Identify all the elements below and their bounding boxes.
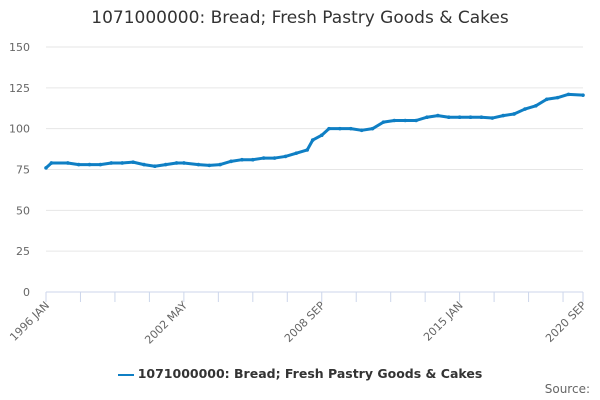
data-point [294,151,299,155]
data-point [131,160,135,164]
data-point [338,126,342,131]
x-tick-label: 2020 SEP [543,299,589,345]
source-label: Source: [544,382,590,396]
data-point [479,115,484,120]
data-point [566,92,571,97]
chart-title: 1071000000: Bread; Fresh Pastry Goods & … [91,8,509,28]
data-point [534,104,538,108]
data-point [403,118,408,123]
data-point [490,116,495,120]
data-point [49,161,54,165]
y-tick-label: 125 [9,82,30,95]
data-point [425,115,429,120]
data-point [251,157,255,162]
data-point [283,154,288,159]
y-tick-label: 50 [16,204,30,217]
y-tick-label: 100 [9,123,30,136]
data-point [501,113,505,118]
data-point [457,115,462,120]
data-point [381,120,386,124]
data-point [544,97,549,102]
data-point [163,162,168,167]
data-point [109,161,114,165]
data-point [207,163,212,168]
data-point [182,161,186,165]
legend-item[interactable]: 1071000000: Bread; Fresh Pastry Goods & … [0,366,600,381]
data-point [229,159,233,164]
legend-swatch [117,373,134,376]
x-tick-label: 1996 JAN [7,299,52,344]
y-tick-label: 25 [16,245,30,258]
data-point [319,133,324,137]
x-tick-label: 2008 SEP [282,299,328,345]
data-point [98,162,103,167]
y-tick-label: 0 [23,286,30,299]
y-tick-label: 75 [16,164,30,177]
data-point [153,164,157,169]
data-point [120,161,124,165]
data-point [555,95,560,100]
data-point [512,112,516,116]
data-point [446,115,451,120]
data-point [272,156,277,160]
legend-label: 1071000000: Bread; Fresh Pastry Goods & … [137,366,483,381]
data-point [196,162,201,167]
data-point [310,138,315,142]
data-point [142,162,146,167]
data-point [76,162,81,167]
series-line [44,92,584,169]
data-point [327,126,331,131]
data-point [218,162,222,167]
data-point [305,148,310,152]
x-tick-label: 2002 MAY [142,299,190,347]
data-point [359,128,364,133]
data-point [261,156,266,160]
data-point [174,161,179,165]
data-point [392,118,397,123]
x-tick-label: 2015 JAN [421,299,466,344]
data-point [348,126,353,131]
data-point [370,126,375,131]
data-point [87,162,92,167]
data-point [436,113,440,118]
data-point [414,118,418,123]
data-point [44,166,48,170]
data-point [523,107,527,111]
data-point [581,93,585,97]
data-point [65,161,70,165]
y-tick-label: 150 [9,41,30,54]
data-point [240,157,244,162]
data-point [468,115,473,120]
